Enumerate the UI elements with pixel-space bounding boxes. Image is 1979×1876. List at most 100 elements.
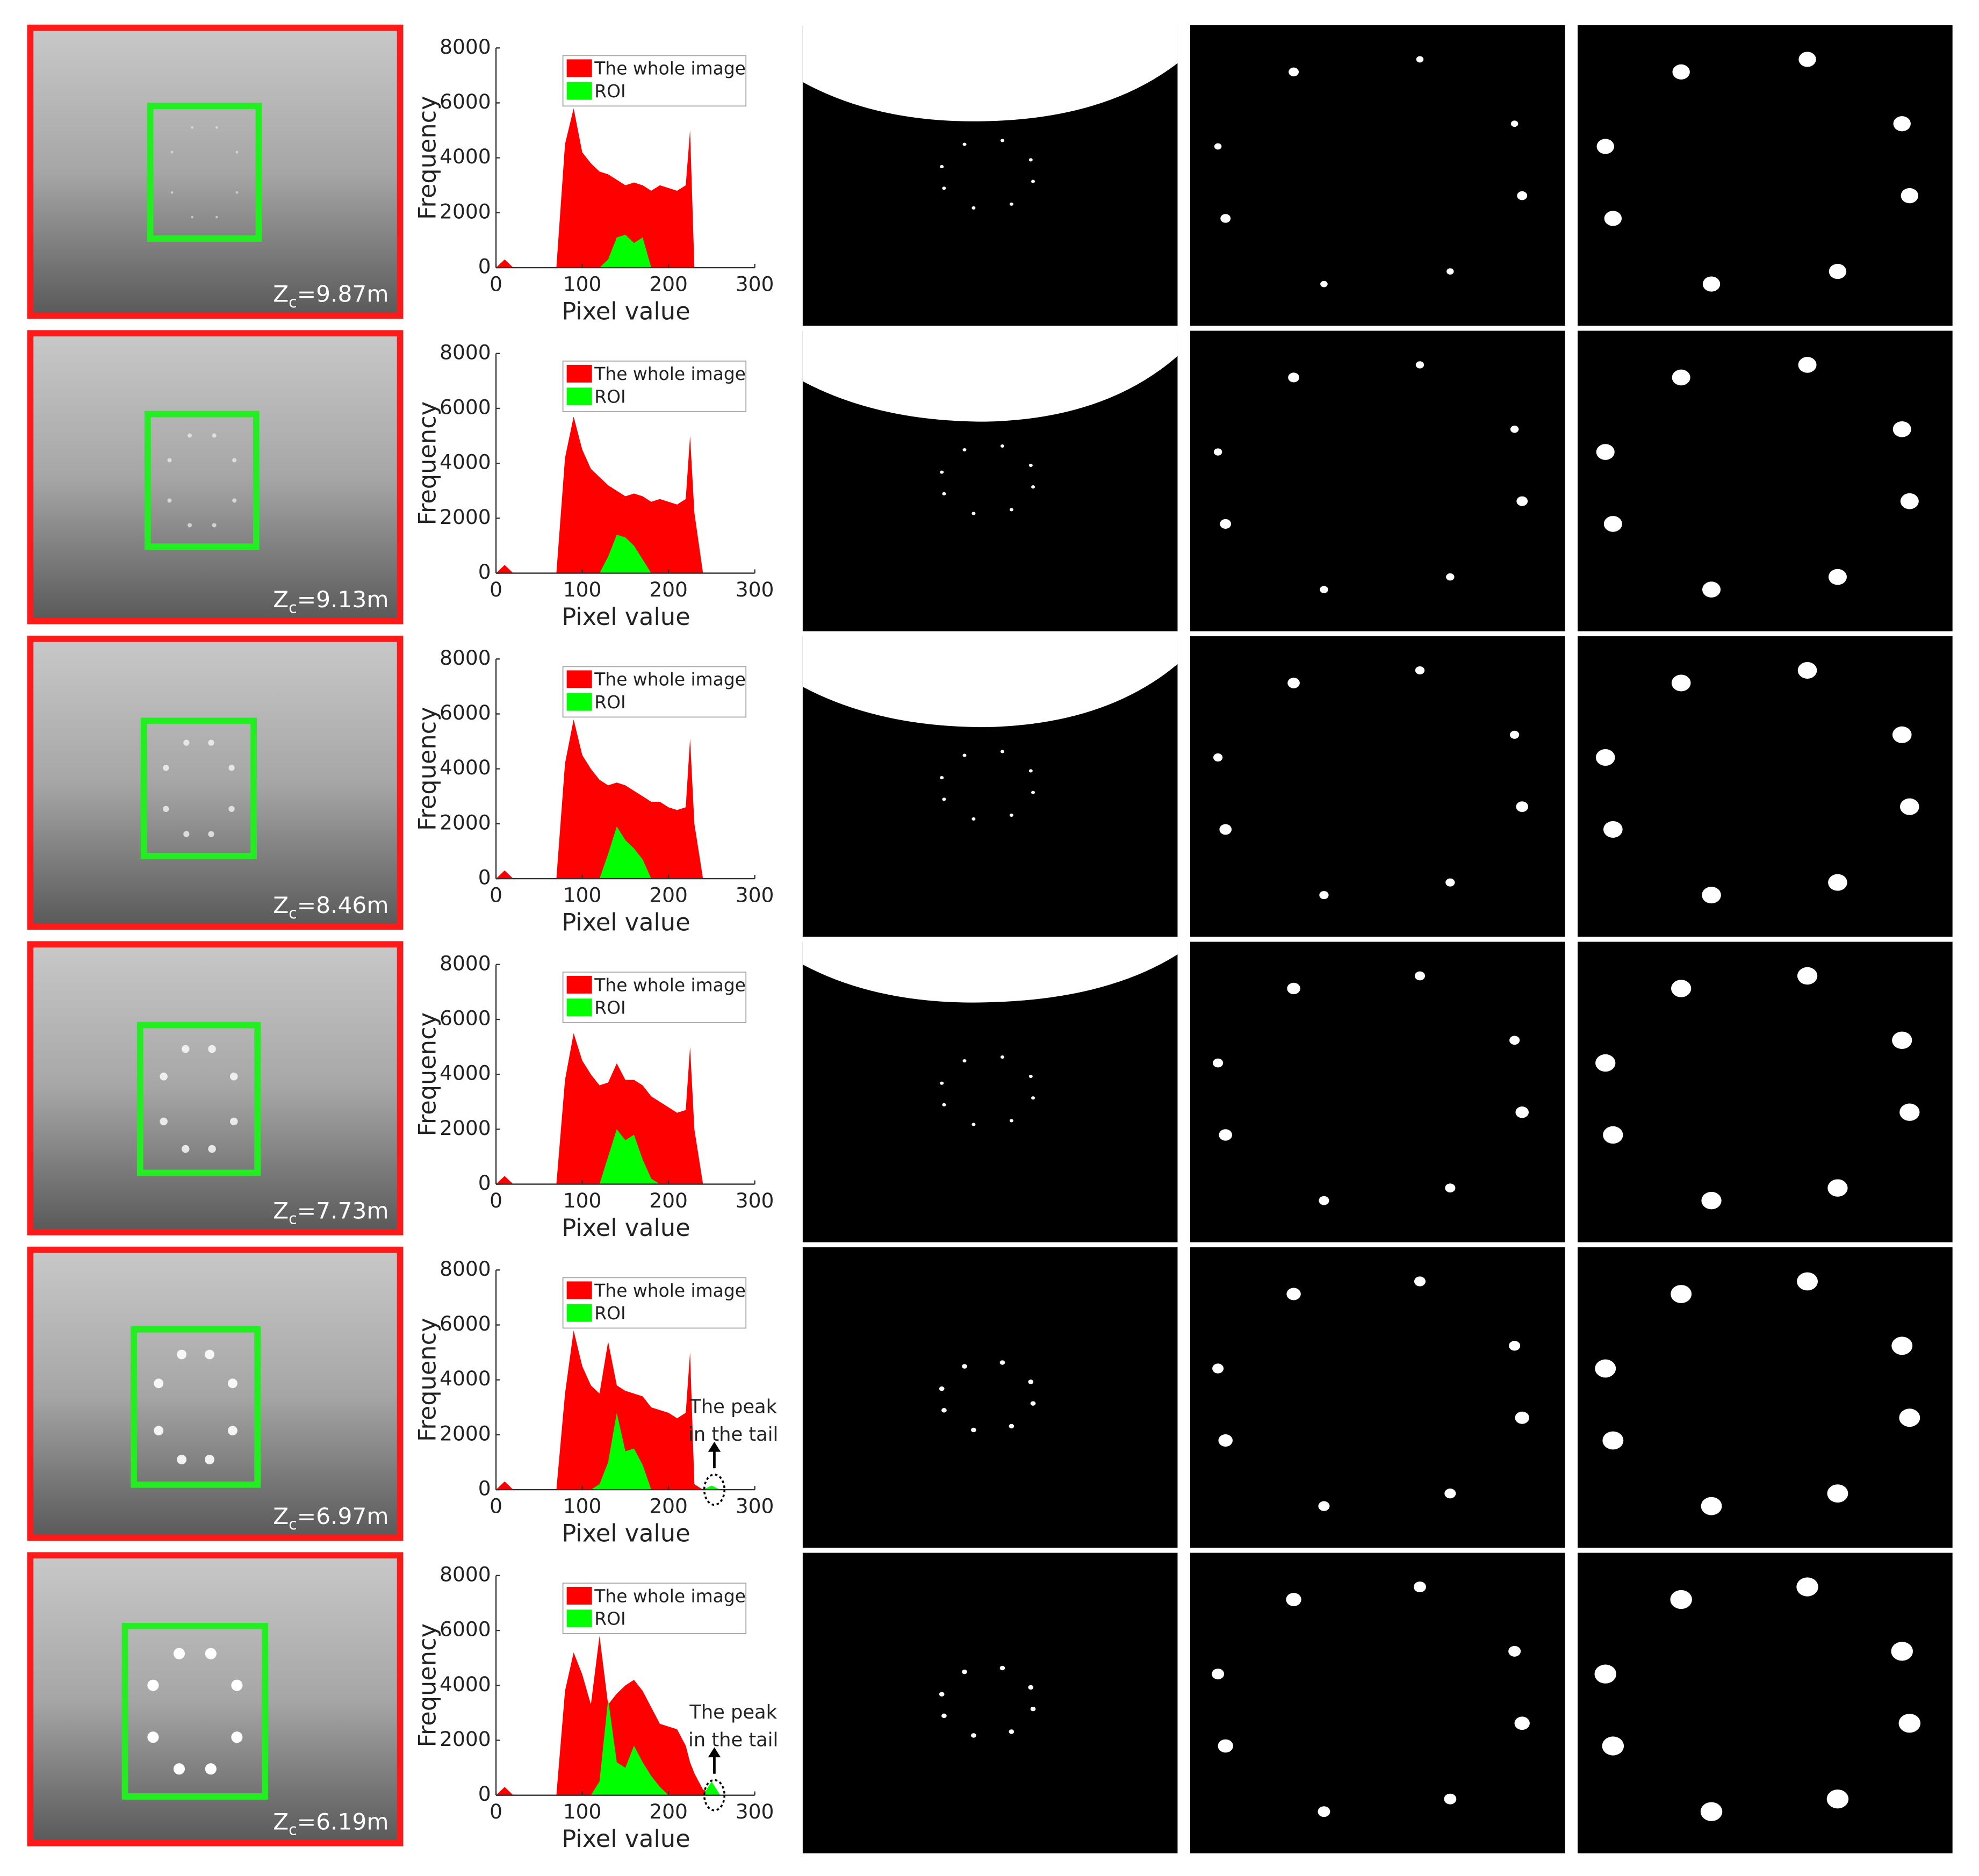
legend-label: ROI [594,81,625,102]
light-spot [227,1426,238,1436]
y-tick-label: 0 [478,1171,491,1195]
light-spot [231,1679,243,1691]
depth-value: =9.87m [297,281,389,307]
legend-swatch [566,1304,592,1322]
target-blob [1671,1285,1692,1303]
annotation: The peak [689,1396,777,1418]
photo-image [30,638,400,927]
light-spot [167,498,172,503]
target-blob [1213,753,1223,762]
photo: Zc=6.97m [27,1246,404,1541]
row: Zc=7.73m 0 2000 4000 6000 8000 0 100 200 300 Pixel… [27,941,1953,1242]
target-blob [1213,448,1222,456]
target-blob [962,142,967,146]
y-tick-label: 4000 [440,1061,491,1085]
target-blob [1031,179,1035,183]
binary-panel [1190,25,1565,326]
target-blob [1797,662,1817,679]
histogram-area [496,1129,729,1184]
target-blob [940,1081,944,1085]
binary-panel [1578,25,1953,326]
photo: Zc=6.19m [27,1552,404,1846]
y-tick-label: 4000 [440,1367,491,1390]
legend-swatch [566,364,592,383]
binary-background [1190,941,1565,1242]
light-spot [231,1731,243,1743]
light-spot [212,433,217,438]
target-blob [1603,516,1622,532]
photo-image [30,1249,400,1538]
y-tick-label: 0 [478,1782,491,1806]
target-blob [1672,64,1690,80]
roi-box [131,1326,261,1488]
depth-symbol: Z [273,1503,289,1529]
y-tick-label: 4000 [440,145,491,168]
row: Zc=6.19m 0 2000 4000 6000 8000 0 100 200 300 Pixel… [27,1552,1953,1853]
binary-background [1190,636,1565,937]
target-blob [1702,581,1721,598]
x-axis-label: Pixel value [562,909,690,937]
light-spot [183,739,190,746]
target-blob [1602,1736,1624,1756]
target-blob [1446,573,1455,581]
target-blob [1602,1431,1624,1450]
target-blob [1000,750,1004,753]
row: Zc=8.46m 0 2000 4000 6000 8000 0 100 200 300 Pixel… [27,635,1953,937]
target-blob [1219,824,1232,835]
light-spot [167,458,172,463]
annotation: The peak [689,1701,777,1723]
light-spot [188,433,192,438]
target-blob [1009,1424,1014,1429]
target-blob [1797,1272,1818,1291]
histogram-area [496,108,729,268]
legend-label: The whole image [594,58,746,79]
photo-frame [27,24,404,319]
depth-value: =9.13m [297,586,389,613]
target-blob [1672,369,1690,386]
depth-symbol: Z [273,892,289,918]
x-axis-label: Pixel value [562,1520,690,1548]
light-spot [182,1045,190,1053]
target-blob [1898,1714,1921,1733]
target-blob [1445,878,1455,887]
y-tick-label: 8000 [440,1562,491,1586]
target-blob [941,1713,947,1719]
legend-label: The whole image [594,974,746,995]
target-blob [1415,361,1424,369]
target-blob [1028,1379,1034,1384]
histogram-area [496,1033,729,1184]
target-blob [962,1059,967,1063]
histogram-area [496,719,729,879]
depth-label: Zc=8.46m [273,892,388,922]
legend-label: ROI [594,1303,625,1324]
target-blob [1028,158,1033,162]
photo-frame [27,941,404,1235]
target-blob [1218,1434,1233,1447]
target-blob [1700,1802,1723,1821]
target-blob [971,512,976,515]
x-tick-label: 300 [736,883,774,907]
light-spot [208,831,214,837]
y-tick-label: 6000 [440,1007,491,1030]
x-tick-label: 0 [490,578,502,601]
light-spot [235,150,239,154]
binary-panel [1578,1552,1953,1853]
photo-image [30,333,400,621]
target-blob [1594,1664,1616,1684]
target-blob [1702,887,1721,904]
target-blob [1892,1031,1912,1049]
target-blob [942,492,946,495]
photo-frame [27,330,404,624]
light-spot [163,806,169,812]
x-tick-label: 100 [563,272,602,296]
light-spot [183,831,190,837]
target-blob [1320,586,1328,593]
legend-label: The whole image [594,363,746,384]
target-blob [971,206,976,210]
target-blob [1829,263,1847,279]
y-tick-label: 0 [478,560,491,584]
target-blob [1515,1106,1529,1118]
legend-box [562,1277,747,1329]
target-blob [1318,1806,1330,1817]
x-tick-label: 100 [563,578,602,601]
